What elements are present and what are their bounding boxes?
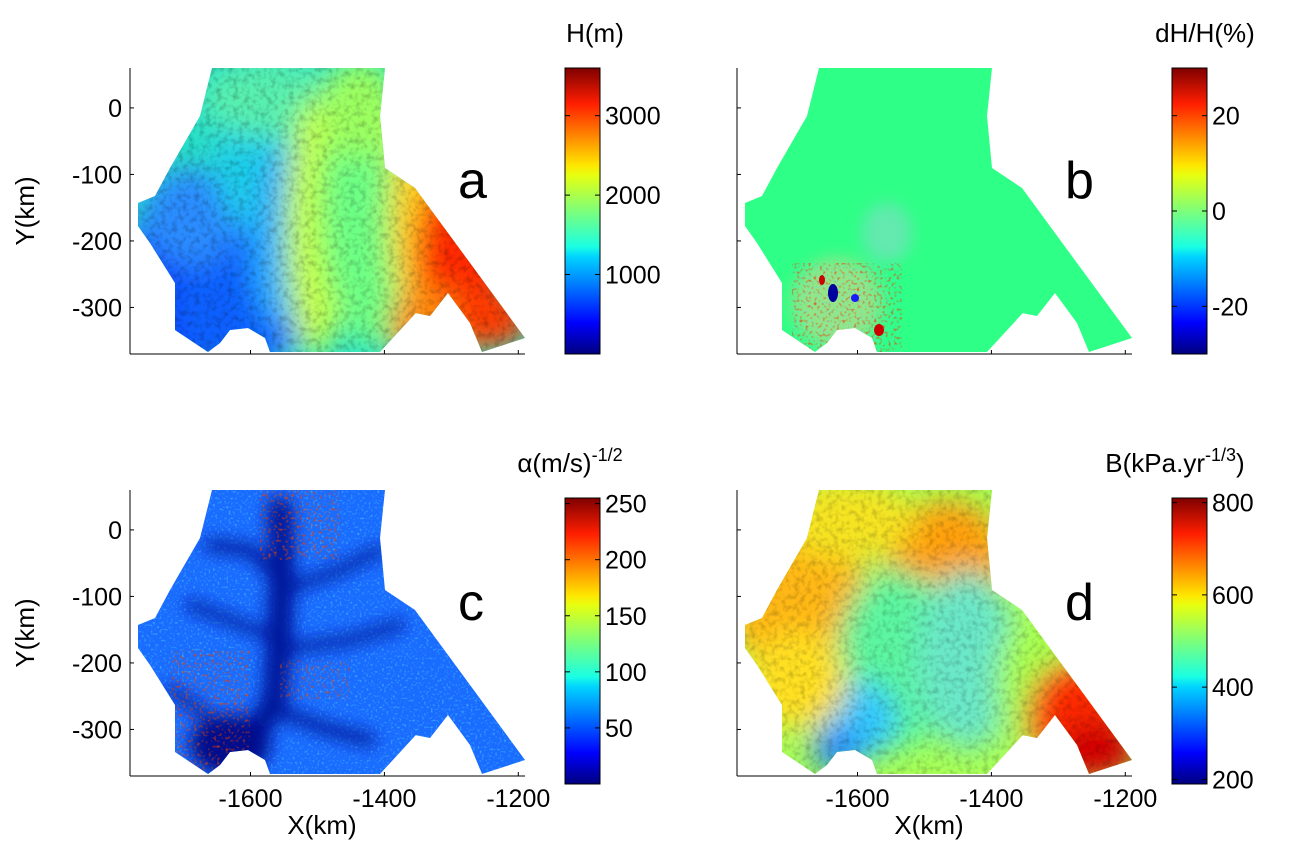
colorbar-title-main: B(kPa.yr <box>1105 448 1205 478</box>
colorbar-tick-label: 2000 <box>605 182 661 210</box>
x-tick-label: -1200 <box>1093 785 1157 813</box>
colorbar-title: H(m) <box>566 18 624 48</box>
x-axis-label: X(km) <box>894 810 963 840</box>
x-tick-label: -1600 <box>826 785 890 813</box>
colorbar-title-superscript: -1/3 <box>1205 445 1236 465</box>
x-tick-label: -1400 <box>352 785 416 813</box>
y-tick-label: -100 <box>72 583 122 611</box>
panel-letter: d <box>1065 574 1094 632</box>
heatmap-field-b <box>745 68 1132 352</box>
colorbar-tick-label: 250 <box>605 491 647 519</box>
y-tick-label: 0 <box>108 517 122 545</box>
colorbar-tick-label: 150 <box>605 603 647 631</box>
colorbar-title-main: α(m/s) <box>517 448 591 478</box>
colorbar-title: α(m/s)-1/2 <box>517 445 622 478</box>
x-tick-label: -1600 <box>219 785 283 813</box>
y-tick-label: -300 <box>72 294 122 322</box>
x-axis-label: X(km) <box>287 810 356 840</box>
panel-c: 0 -100 -200 -300 -1600 -1400 -1200 Y(km) X(km) c 5… <box>10 445 647 840</box>
colorbar-d: 200 400 600 800 <box>1171 490 1254 794</box>
panel-b: b -20 0 20 dH/H(%) <box>736 18 1255 355</box>
colorbar-title-main: dH/H(%) <box>1155 18 1255 48</box>
colorbar-tick-label: -20 <box>1212 293 1248 321</box>
x-tick-label: -1200 <box>486 785 550 813</box>
panel-letter: c <box>458 574 484 632</box>
y-tick-label: -200 <box>72 650 122 678</box>
colorbar-tick-label: 600 <box>1212 582 1254 610</box>
colorbar-title: dH/H(%) <box>1155 18 1255 48</box>
y-tick-label: -300 <box>72 716 122 744</box>
panel-a: 0 -100 -200 -300 Y(km) a 1000 2000 3000 H(m) <box>10 18 661 355</box>
colorbar-tick-label: 200 <box>1212 766 1254 794</box>
colorbar-title-superscript: -1/2 <box>592 445 623 465</box>
colorbar-tick-label: 3000 <box>605 103 661 131</box>
colorbar-gradient <box>1171 497 1208 785</box>
colorbar-tick-label: 100 <box>605 659 647 687</box>
colorbar-tick-label: 400 <box>1212 674 1254 702</box>
colorbar-title: B(kPa.yr-1/3) <box>1105 445 1244 478</box>
panel-letter: a <box>458 152 487 210</box>
colorbar-a: 1000 2000 3000 <box>564 67 661 355</box>
y-tick-label: -100 <box>72 161 122 189</box>
colorbar-tick-label: 20 <box>1212 103 1240 131</box>
colorbar-tick-label: 0 <box>1212 198 1226 226</box>
panel-letter: b <box>1065 152 1094 210</box>
panel-d: -1600 -1400 -1200X(km)d200400600800B(kPa.y… <box>736 445 1254 840</box>
colorbar-tick-label: 200 <box>605 547 647 575</box>
heatmap-field-a <box>138 68 525 352</box>
colorbar-c: 50 100 150 200 250 <box>564 491 647 785</box>
y-axis-label: Y(km) <box>10 176 40 245</box>
heatmap-field-c <box>138 490 525 774</box>
colorbar-gradient <box>1171 67 1208 355</box>
y-tick-label: -200 <box>72 228 122 256</box>
colorbar-gradient <box>564 67 601 355</box>
colorbar-tick-label: 1000 <box>605 262 661 290</box>
colorbar-tick-label: 800 <box>1212 490 1254 518</box>
y-axis-label: Y(km) <box>10 598 40 667</box>
colorbar-tick-label: 50 <box>605 715 633 743</box>
colorbar-title-close: ) <box>1236 448 1245 478</box>
colorbar-title-main: H(m) <box>566 18 624 48</box>
colorbar-gradient <box>564 497 601 785</box>
colorbar-b: -20 0 20 <box>1171 67 1248 355</box>
x-tick-label: -1400 <box>959 785 1023 813</box>
y-tick-label: 0 <box>108 95 122 123</box>
